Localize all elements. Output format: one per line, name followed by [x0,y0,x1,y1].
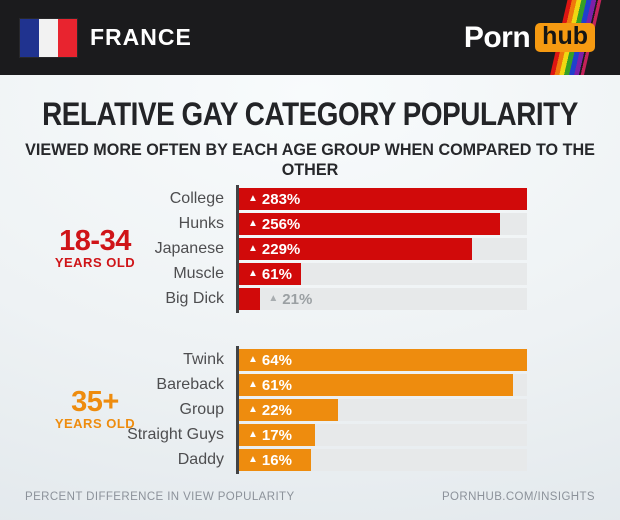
bar-fill: ▲ 256% [239,213,500,235]
bar-value-text: 21% [282,290,313,308]
up-triangle-icon: ▲ [268,293,279,304]
bar-value-text: 256% [261,215,301,233]
bar-value: ▲ 16% [239,452,292,469]
bar-row: Twink ▲ 64% [0,349,620,371]
france-flag-icon [20,19,77,57]
axis-line [236,185,239,313]
up-triangle-icon: ▲ [248,379,258,390]
bar-value-text: 16% [261,451,292,469]
bar-value: ▲ 256% [239,216,300,233]
up-triangle-icon: ▲ [248,243,258,254]
bar-track: ▲ 61% [239,374,527,396]
pornhub-logo: Porn hub [464,0,595,75]
category-label: Straight Guys [127,426,224,443]
bar-value-text: 61% [261,376,292,394]
country-label: FRANCE [90,24,192,50]
category-label: Muscle [173,265,224,282]
bar-fill: ▲ 21% [239,288,312,310]
bar-value-text: 61% [261,265,292,283]
up-triangle-icon: ▲ [248,193,258,204]
bar-fill: ▲ 61% [239,263,302,285]
bar-row: Daddy ▲ 16% [0,449,620,471]
bar-value: ▲ 22% [239,402,292,419]
axis-line [236,346,239,474]
age-label-sub: YEARS OLD [54,255,136,270]
bar-track: ▲ 16% [239,449,527,471]
bar-value-text: 229% [261,240,301,258]
bar-track: ▲ 61% [239,263,527,285]
bar-fill: ▲ 61% [239,374,514,396]
category-label: Twink [183,351,224,368]
age-label-main: 18-34 [59,225,131,257]
bar-fill: ▲ 17% [239,424,316,446]
bar-value: ▲ 21% [268,291,312,308]
bar-row: Bareback ▲ 61% [0,374,620,396]
category-label: Big Dick [165,290,224,307]
bar-value: ▲ 17% [239,427,292,444]
bar-row: College ▲ 283% [0,188,620,210]
bar-row: Big Dick ▲ 21% [0,288,620,310]
category-label: Bareback [156,376,224,393]
bar-fill: ▲ 64% [239,349,527,371]
logo-badge-hub: hub [535,23,595,52]
bar-fill: ▲ 22% [239,399,338,421]
bar-track: ▲ 64% [239,349,527,371]
bar-value: ▲ 229% [239,241,300,258]
bar-value-text: 17% [261,426,292,444]
bar-value: ▲ 283% [239,191,300,208]
bar-fill: ▲ 229% [239,238,473,260]
page-title: RELATIVE GAY CATEGORY POPULARITY [42,96,578,132]
bar-track: ▲ 21% [239,288,527,310]
footer-note: PERCENT DIFFERENCE IN VIEW POPULARITY [25,491,295,503]
category-label: Japanese [154,240,224,257]
age-label-sub: YEARS OLD [54,416,136,431]
age-label-main: 35+ [71,386,119,418]
bar-row: Hunks ▲ 256% [0,213,620,235]
footer-source: PORNHUB.COM/INSIGHTS [441,491,595,503]
category-label: Hunks [178,215,224,232]
bar-value-text: 22% [261,401,292,419]
flag-red-band [58,19,77,57]
bar-track: ▲ 17% [239,424,527,446]
bar-value: ▲ 61% [239,266,292,283]
up-triangle-icon: ▲ [248,404,258,415]
flag-white-band [39,19,58,57]
up-triangle-icon: ▲ [248,218,258,229]
bar-row: Straight Guys ▲ 17% [0,424,620,446]
bar-fill: ▲ 283% [239,188,527,210]
category-label: Group [179,401,224,418]
up-triangle-icon: ▲ [248,429,258,440]
age-label-18-34: 18-34 YEARS OLD [20,226,170,270]
age-label-35-plus: 35+ YEARS OLD [20,387,170,431]
age-group-18-34: 18-34 YEARS OLD College ▲ 283% Hunks ▲ 256% Ja… [0,185,620,313]
bar-rows: College ▲ 283% Hunks ▲ 256% Japanese ▲ 229% Muscl… [0,188,620,310]
bar-track: ▲ 283% [239,188,527,210]
up-triangle-icon: ▲ [248,454,258,465]
bar-row: Muscle ▲ 61% [0,263,620,285]
bar-rows: Twink ▲ 64% Bareback ▲ 61% Group ▲ 22% Straight G… [0,349,620,471]
bar-row: Japanese ▲ 229% [0,238,620,260]
logo-text-porn: Porn [463,20,531,54]
up-triangle-icon: ▲ [248,354,258,365]
category-label: College [169,190,224,207]
bar-value: ▲ 64% [239,352,292,369]
age-group-35-plus: 35+ YEARS OLD Twink ▲ 64% Bareback ▲ 61% Group… [0,346,620,474]
bar-row: Group ▲ 22% [0,399,620,421]
bar-track: ▲ 229% [239,238,527,260]
page-subtitle: VIEWED MORE OFTEN BY EACH AGE GROUP WHEN… [25,140,595,179]
up-triangle-icon: ▲ [248,268,258,279]
bar-value-text: 283% [261,190,301,208]
bar-value-text: 64% [261,351,292,369]
flag-blue-band [20,19,39,57]
bar-track: ▲ 22% [239,399,527,421]
header-bar: FRANCE Porn hub [0,0,620,75]
category-label: Daddy [177,451,224,468]
bar-value: ▲ 61% [239,377,292,394]
bar-track: ▲ 256% [239,213,527,235]
bar-fill: ▲ 16% [239,449,311,471]
